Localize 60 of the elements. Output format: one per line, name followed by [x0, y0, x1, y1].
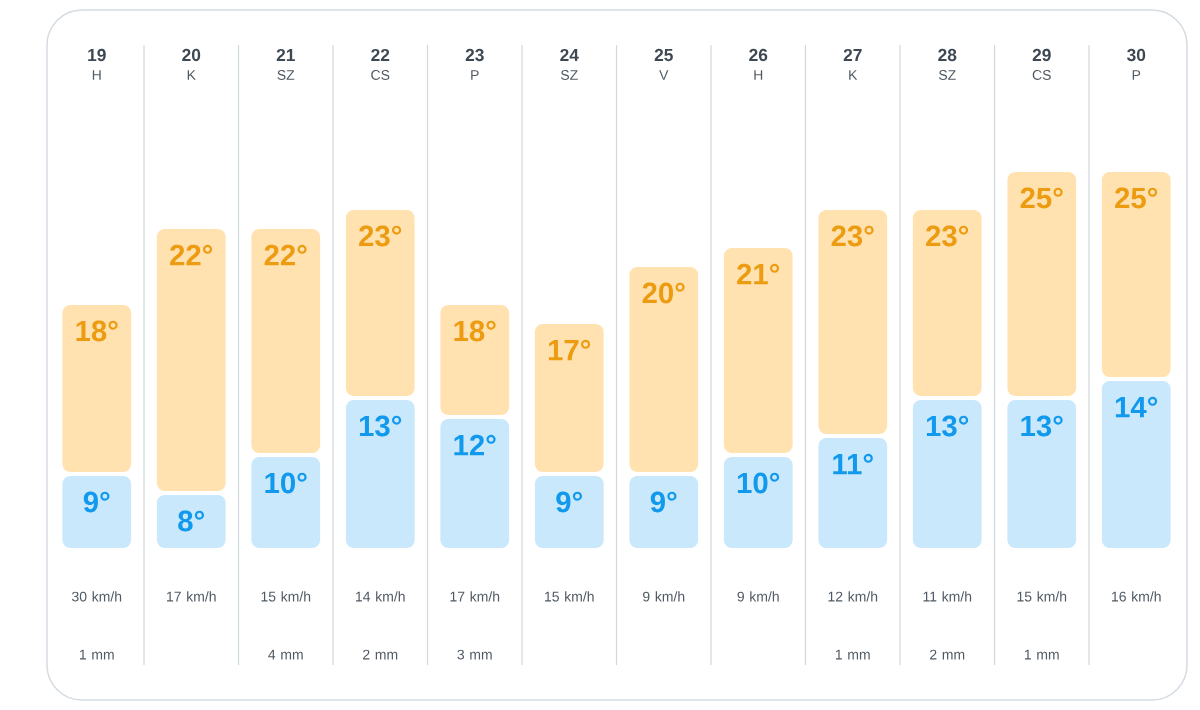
data-label: 12°: [454, 434, 496, 456]
total-label: 22°: [170, 244, 213, 266]
data-label: 14°: [1115, 396, 1158, 418]
total-label: 18°: [76, 320, 118, 342]
text: H: [754, 70, 763, 80]
data-label: 13°: [926, 415, 969, 437]
total-label: 25°: [1020, 187, 1063, 209]
data-label: 9°: [556, 491, 583, 513]
data-label: 9°: [650, 491, 677, 513]
text: 9 km/h: [643, 591, 685, 602]
data-label: 13°: [359, 415, 402, 437]
text: P: [471, 70, 479, 80]
total-label: 23°: [359, 225, 402, 247]
x-tick-label: 24: [560, 48, 579, 62]
total-label: 22°: [264, 244, 307, 266]
text: 15 km/h 1 mm: [1017, 591, 1067, 660]
text: V: [659, 70, 669, 80]
x-tick-label: 29: [1032, 48, 1051, 62]
text: K: [849, 70, 858, 80]
total-label: 20°: [642, 282, 685, 304]
text: K: [187, 70, 196, 80]
text: 15 km/h: [545, 591, 594, 602]
x-tick-label: 23: [465, 48, 484, 62]
text: CS: [371, 70, 390, 80]
total-label: 17°: [548, 339, 591, 361]
x-tick-label: 19: [88, 48, 106, 62]
data-label: 13°: [1021, 415, 1063, 437]
text: 17 km/h 3 mm: [450, 591, 500, 660]
data-label: 10°: [737, 472, 780, 494]
data-label: 8°: [178, 510, 205, 532]
text: 14 km/h 2 mm: [356, 591, 405, 660]
data-label: 9°: [83, 491, 110, 513]
text: CS: [1032, 70, 1051, 80]
total-label: 23°: [926, 225, 969, 247]
total-label: 21°: [737, 263, 780, 285]
data-label: 10°: [265, 472, 307, 494]
data-label: 11°: [833, 453, 873, 475]
text: 15 km/h 4 mm: [261, 591, 311, 660]
text: 12 km/h 1 mm: [828, 591, 878, 660]
text: H: [92, 70, 101, 80]
text: SZ: [560, 70, 578, 80]
text: SZ: [277, 70, 295, 80]
x-tick-label: 25: [654, 48, 673, 62]
total-label: 23°: [831, 225, 874, 247]
text: SZ: [938, 70, 956, 80]
x-tick-label: 20: [182, 48, 201, 62]
text: 16 km/h: [1112, 591, 1161, 602]
text: P: [1132, 70, 1141, 80]
text: 17 km/h: [167, 591, 216, 602]
total-label: 25°: [1115, 187, 1158, 209]
x-tick-label: 21: [276, 48, 295, 62]
text: 11 km/h 2 mm: [923, 591, 972, 660]
x-tick-label: 30: [1127, 48, 1146, 62]
x-tick-label: 28: [938, 48, 957, 62]
total-label: 18°: [454, 320, 496, 342]
x-tick-label: 27: [843, 48, 862, 62]
text: 9 km/h: [737, 591, 779, 602]
text: 30 km/h 1 mm: [72, 591, 122, 660]
x-tick-label: 26: [749, 48, 768, 62]
x-tick-label: 22: [371, 48, 390, 62]
